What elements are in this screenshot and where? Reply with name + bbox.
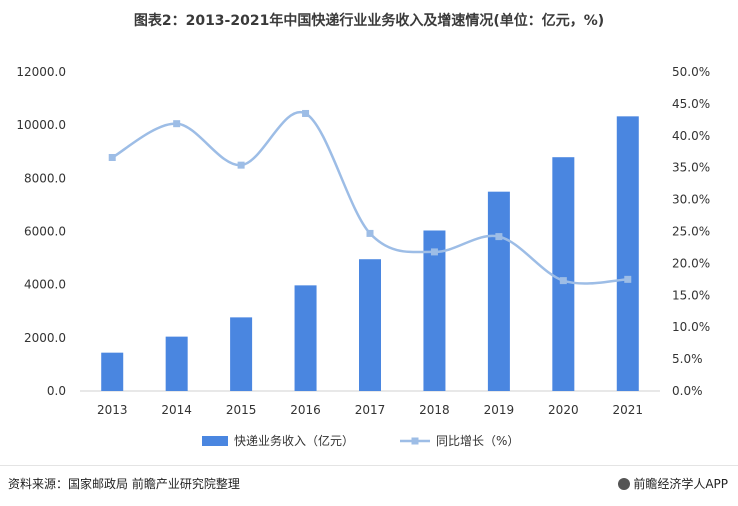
right-tick-label: 5.0% (672, 352, 703, 366)
point-2015 (237, 161, 245, 169)
bar-series (101, 116, 639, 391)
left-tick-label: 6000.0 (24, 225, 66, 239)
right-tick-label: 25.0% (672, 225, 710, 239)
left-tick-label: 4000.0 (24, 278, 66, 292)
x-axis: 2013 2014 2015 2016 2017 2018 2019 2020 2021 (97, 403, 643, 417)
source-note: 资料来源：国家邮政局 前瞻产业研究院整理 (8, 477, 240, 491)
left-axis: 0.0 2000.0 4000.0 6000.0 8000.0 10000.0 12000.… (16, 65, 66, 398)
left-tick-label: 10000.0 (16, 118, 66, 132)
bar-2013 (101, 352, 124, 391)
left-tick-label: 2000.0 (24, 331, 66, 345)
x-tick-label: 2020 (548, 403, 579, 417)
legend-line-label: 同比增长（%） (436, 434, 519, 448)
x-tick-label: 2016 (290, 403, 321, 417)
right-tick-label: 20.0% (672, 256, 710, 270)
left-tick-label: 12000.0 (16, 65, 66, 79)
point-2018 (430, 248, 438, 256)
brand-logo-icon (618, 478, 631, 490)
point-2021 (624, 275, 632, 283)
brand-label: 前瞻经济学人APP (618, 475, 728, 492)
point-2020 (559, 277, 567, 285)
legend: 快递业务收入（亿元） 同比增长（%） (202, 433, 519, 448)
right-tick-label: 50.0% (672, 65, 710, 79)
brand-text: 前瞻经济学人APP (633, 477, 728, 491)
line-series-markers (108, 109, 632, 285)
right-tick-label: 45.0% (672, 97, 710, 111)
legend-bar-label: 快递业务收入（亿元） (234, 433, 354, 448)
bar-2015 (230, 317, 253, 391)
x-tick-label: 2014 (161, 403, 192, 417)
bar-2016 (294, 285, 317, 391)
bar-2014 (165, 336, 188, 391)
point-2019 (495, 233, 503, 241)
right-tick-label: 35.0% (672, 161, 710, 175)
right-tick-label: 15.0% (672, 288, 710, 302)
legend-bar-swatch (202, 436, 228, 446)
left-tick-label: 8000.0 (24, 171, 66, 185)
bar-2021 (616, 116, 639, 391)
footer-divider (0, 465, 738, 466)
point-2013 (108, 153, 116, 161)
bar-2020 (552, 157, 575, 391)
point-2017 (366, 229, 374, 237)
right-tick-label: 30.0% (672, 193, 710, 207)
bar-2017 (359, 259, 381, 391)
right-tick-label: 10.0% (672, 320, 710, 334)
bar-2019 (487, 191, 510, 391)
line-series-path (111, 110, 628, 285)
point-2014 (173, 120, 181, 128)
x-tick-label: 2015 (226, 403, 257, 417)
right-tick-label: 40.0% (672, 129, 710, 143)
x-tick-label: 2019 (484, 403, 515, 417)
combo-chart: 0.0 2000.0 4000.0 6000.0 8000.0 10000.0 12000.… (16, 65, 710, 448)
x-tick-label: 2017 (355, 403, 386, 417)
chart-title: 图表2：2013-2021年中国快递行业业务收入及增速情况(单位：亿元，%) (133, 13, 605, 29)
left-tick-label: 0.0 (47, 384, 66, 398)
right-axis: 0.0% 5.0% 10.0% 15.0% 20.0% 25.0% 30.0% 35.0% 40… (672, 65, 710, 398)
point-2016 (302, 109, 310, 117)
x-tick-label: 2021 (613, 403, 644, 417)
legend-marker-swatch (411, 437, 419, 445)
x-tick-label: 2013 (97, 403, 128, 417)
right-tick-label: 0.0% (672, 384, 703, 398)
bar-2018 (423, 230, 446, 391)
x-tick-label: 2018 (419, 403, 450, 417)
